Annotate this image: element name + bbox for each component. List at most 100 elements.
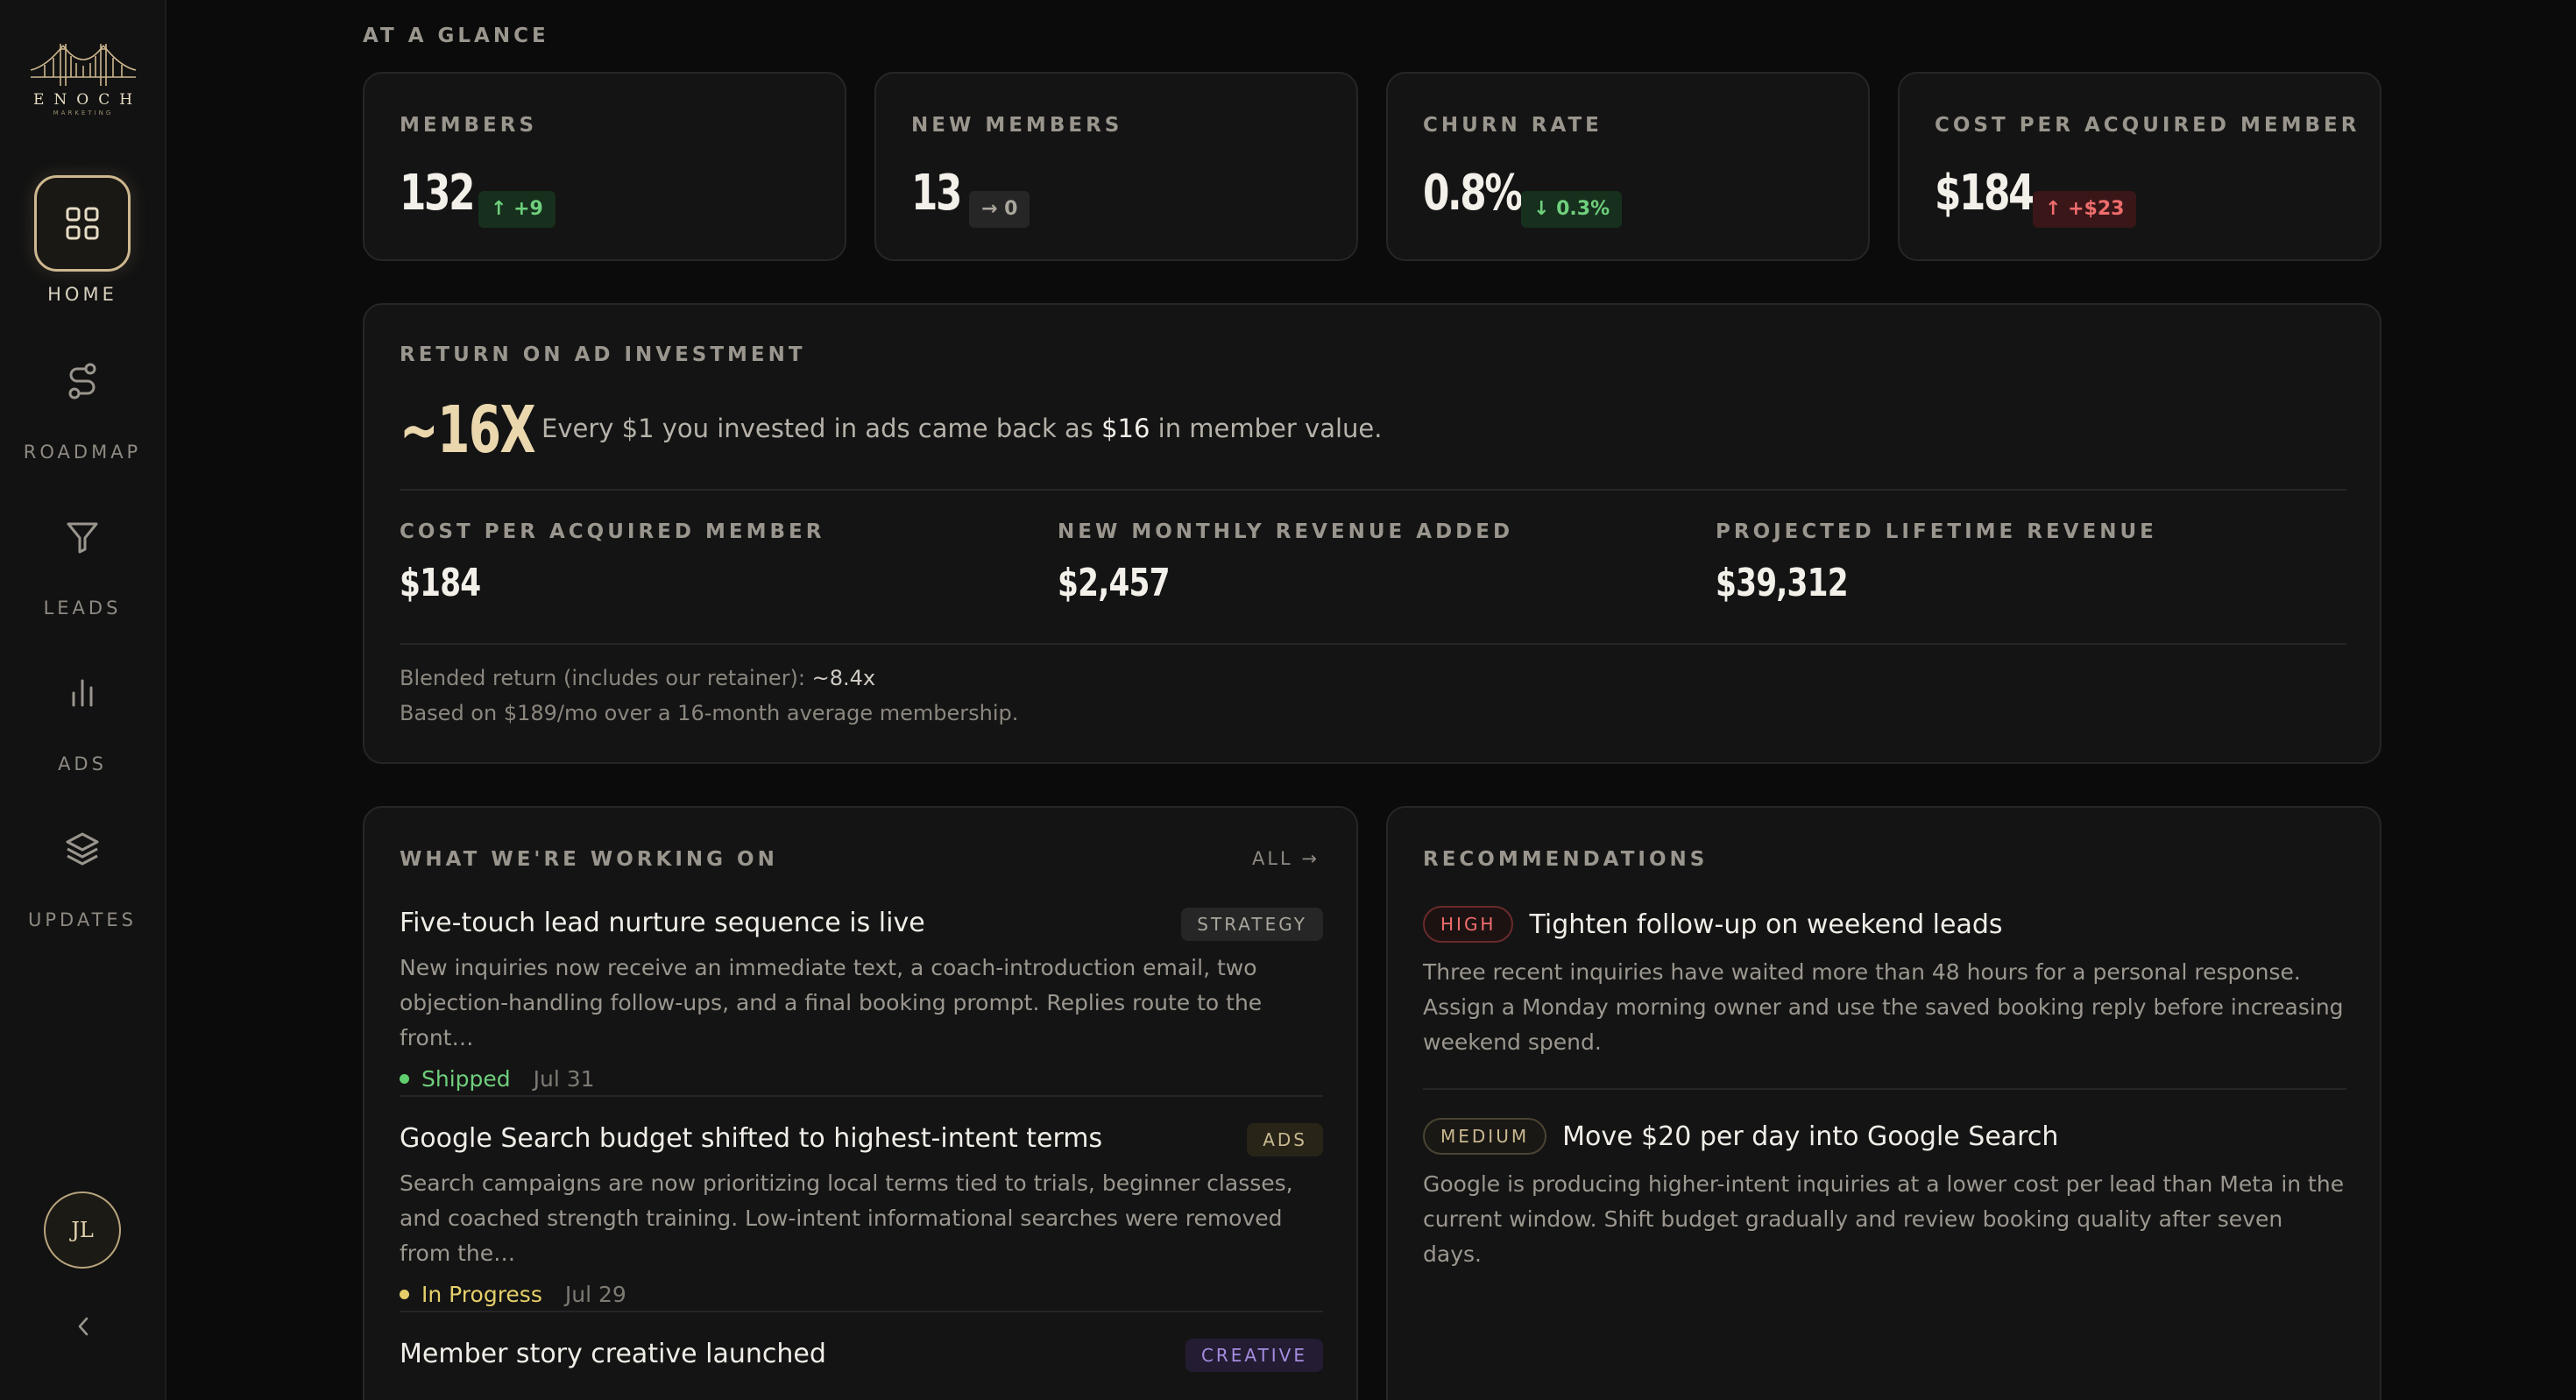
work-item-description: New inquiries now receive an immediate t… xyxy=(400,955,1263,1050)
brand-subtitle: MARKETING xyxy=(53,110,114,117)
sidebar-item-roadmap[interactable]: ROADMAP xyxy=(0,333,165,463)
chevron-left-icon xyxy=(78,1317,88,1336)
sidebar-item-label: ADS xyxy=(58,753,107,774)
work-item[interactable]: Member story creative launched CREATIVE xyxy=(400,1339,1323,1372)
recommendation-header: HIGH Tighten follow-up on weekend leads xyxy=(1423,906,2346,943)
work-card: WHAT WE'RE WORKING ON ALL → Five-touch l… xyxy=(363,806,1358,1400)
roi-title: RETURN ON AD INVESTMENT xyxy=(400,343,806,366)
metric-value: $2,457 xyxy=(1058,561,1171,605)
stat-label: NEW MEMBERS xyxy=(911,114,1123,137)
stat-value: $184 xyxy=(1935,165,2035,222)
funnel-icon xyxy=(67,522,98,554)
roi-metric-cost-per-member: COST PER ACQUIRED MEMBER $184 xyxy=(400,520,824,605)
note-text: Blended return (includes our retainer): xyxy=(400,666,812,690)
note-value: ~8.4x xyxy=(811,666,876,690)
category-tag: ADS xyxy=(1247,1123,1323,1156)
stat-label: CHURN RATE xyxy=(1423,114,1603,137)
stat-card-cost-per-member: COST PER ACQUIRED MEMBER $184 ↑ +$23 xyxy=(1898,72,2381,261)
sidebar-item-updates[interactable]: UPDATES xyxy=(0,801,165,930)
roi-sentence-before: Every $1 you invested in ads came back a… xyxy=(541,414,1102,443)
roi-metric-lifetime-revenue: PROJECTED LIFETIME REVENUE $39,312 xyxy=(1716,520,2157,605)
sidebar-item-label: LEADS xyxy=(43,597,122,619)
divider xyxy=(400,643,2346,645)
nav-icon-frame xyxy=(34,175,131,272)
roi-blended-note: Blended return (includes our retainer): … xyxy=(400,666,875,690)
delta-badge: ↑ +$23 xyxy=(2033,191,2137,228)
nav-icon-frame xyxy=(34,801,131,897)
recommendation-title: Tighten follow-up on weekend leads xyxy=(1529,909,2003,940)
stat-card-churn-rate: CHURN RATE 0.8% ↓ 0.3% xyxy=(1386,72,1870,261)
stat-card-new-members: NEW MEMBERS 13 → 0 xyxy=(874,72,1358,261)
brand-logo[interactable]: ENOCH MARKETING xyxy=(23,35,144,121)
divider xyxy=(400,489,2346,491)
sidebar: ENOCH MARKETING HOME xyxy=(0,0,166,1400)
metric-value: $184 xyxy=(400,561,481,605)
status-date: Jul 31 xyxy=(533,1066,595,1092)
divider xyxy=(400,1095,1323,1097)
stat-label: COST PER ACQUIRED MEMBER xyxy=(1935,114,2360,137)
status-label: Shipped xyxy=(421,1066,511,1092)
roi-sentence-after: in member value. xyxy=(1150,414,1383,443)
status-dot-icon xyxy=(400,1074,409,1084)
nav-icon-frame xyxy=(34,333,131,429)
work-title: WHAT WE'RE WORKING ON xyxy=(400,848,778,871)
roi-multiplier: ~16X xyxy=(400,392,536,468)
view-all-link[interactable]: ALL → xyxy=(1251,848,1320,869)
route-icon xyxy=(68,363,96,399)
sidebar-item-label: ROADMAP xyxy=(23,442,142,463)
recommendation-description: Three recent inquiries have waited more … xyxy=(1423,959,2344,1055)
roi-basis-note: Based on $189/mo over a 16-month average… xyxy=(400,701,1019,725)
nav-icon-frame xyxy=(34,645,131,741)
status-label: In Progress xyxy=(421,1282,542,1307)
roi-sentence: Every $1 you invested in ads came back a… xyxy=(541,414,1382,443)
priority-badge: MEDIUM xyxy=(1423,1118,1547,1155)
delta-badge: → 0 xyxy=(969,191,1030,228)
bar-chart-icon xyxy=(72,679,93,707)
recommendations-card: RECOMMENDATIONS HIGH Tighten follow-up o… xyxy=(1386,806,2381,1400)
metric-value: $39,312 xyxy=(1716,561,1849,605)
work-item-title: Five-touch lead nurture sequence is live xyxy=(400,908,925,938)
section-title-glance: AT A GLANCE xyxy=(363,25,549,47)
stat-value: 0.8% xyxy=(1423,165,1523,222)
recommendation-title: Move $20 per day into Google Search xyxy=(1562,1121,2059,1152)
divider xyxy=(400,1311,1323,1312)
work-item-title: Google Search budget shifted to highest-… xyxy=(400,1123,1103,1154)
roi-sentence-highlight: $16 xyxy=(1101,414,1150,443)
recommendation-item[interactable]: MEDIUM Move $20 per day into Google Sear… xyxy=(1423,1118,2346,1272)
sidebar-item-ads[interactable]: ADS xyxy=(0,645,165,774)
layers-icon xyxy=(66,832,99,866)
category-tag: STRATEGY xyxy=(1181,908,1323,941)
divider xyxy=(1423,1088,2346,1090)
metric-label: PROJECTED LIFETIME REVENUE xyxy=(1716,520,2157,543)
recommendation-item[interactable]: HIGH Tighten follow-up on weekend leads … xyxy=(1423,906,2346,1060)
delta-badge: ↑ +9 xyxy=(478,191,556,228)
roi-card: RETURN ON AD INVESTMENT ~16X Every $1 yo… xyxy=(363,303,2381,764)
recommendation-description: Google is producing higher-intent inquir… xyxy=(1423,1171,2345,1267)
bridge-logo-icon xyxy=(30,44,137,86)
work-item[interactable]: Five-touch lead nurture sequence is live… xyxy=(400,908,1323,1092)
roi-metric-monthly-revenue: NEW MONTHLY REVENUE ADDED $2,457 xyxy=(1058,520,1513,605)
status-date: Jul 29 xyxy=(564,1282,626,1307)
recommendation-header: MEDIUM Move $20 per day into Google Sear… xyxy=(1423,1118,2346,1155)
stat-label: MEMBERS xyxy=(400,114,538,137)
category-tag: CREATIVE xyxy=(1185,1339,1323,1372)
metric-label: NEW MONTHLY REVENUE ADDED xyxy=(1058,520,1514,543)
work-item-status: Shipped Jul 31 xyxy=(400,1066,1323,1092)
work-item-description: Search campaigns are now prioritizing lo… xyxy=(400,1170,1293,1266)
stat-value: 132 xyxy=(400,165,476,222)
stat-card-members: MEMBERS 132 ↑ +9 xyxy=(363,72,846,261)
brand-name: ENOCH xyxy=(32,91,143,109)
sidebar-item-leads[interactable]: LEADS xyxy=(0,489,165,619)
nav-icon-frame xyxy=(34,489,131,585)
avatar[interactable]: JL xyxy=(44,1191,121,1269)
priority-badge: HIGH xyxy=(1423,906,1514,943)
metric-label: COST PER ACQUIRED MEMBER xyxy=(400,520,825,543)
work-item-title: Member story creative launched xyxy=(400,1339,826,1369)
collapse-sidebar-button[interactable] xyxy=(70,1311,96,1342)
work-item[interactable]: Google Search budget shifted to highest-… xyxy=(400,1123,1323,1307)
recommendations-title: RECOMMENDATIONS xyxy=(1423,848,1709,871)
sidebar-item-home[interactable]: HOME xyxy=(0,175,165,305)
sidebar-item-label: HOME xyxy=(47,284,117,305)
work-item-status: In Progress Jul 29 xyxy=(400,1282,1323,1307)
